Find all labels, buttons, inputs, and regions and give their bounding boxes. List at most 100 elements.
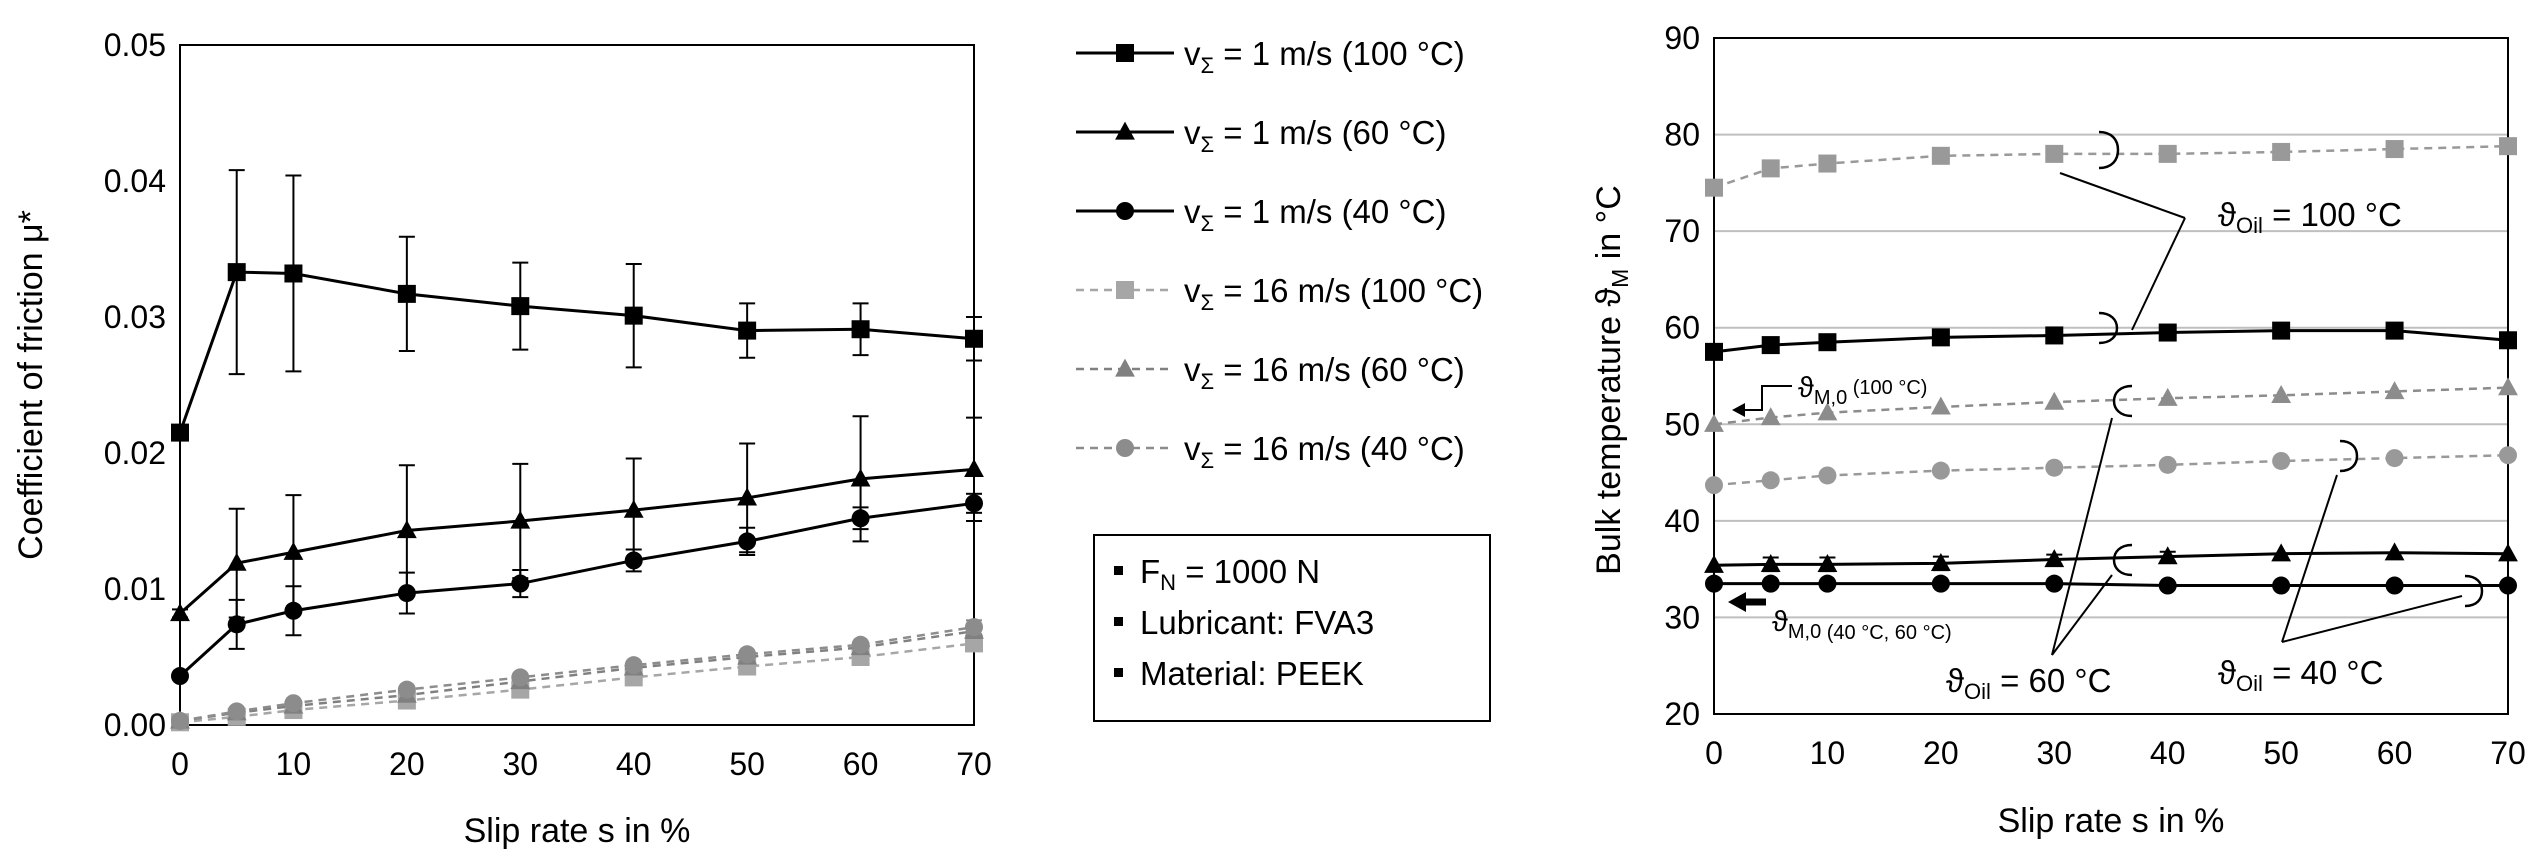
data-point <box>2499 137 2517 156</box>
data-point <box>2045 574 2064 593</box>
data-point <box>1761 471 1780 490</box>
oil-60-annotation: ϑOil = 60 °C <box>1946 384 2133 704</box>
data-point <box>1931 461 1950 480</box>
data-point <box>1705 178 1723 197</box>
data-point <box>2271 543 2292 562</box>
data-point <box>2384 542 2405 561</box>
leader-line <box>2051 574 2113 656</box>
data-point <box>2272 321 2291 340</box>
data-point <box>623 499 644 518</box>
data-point <box>227 702 246 721</box>
data-point <box>738 645 757 664</box>
oil-100-annotation: ϑOil = 100 °C <box>2059 130 2402 345</box>
data-point <box>2385 140 2404 159</box>
data-point <box>737 487 758 506</box>
series-line <box>178 270 975 434</box>
y-tick-label: 0.00 <box>104 707 166 743</box>
data-point <box>2158 323 2177 342</box>
leader-line <box>2051 417 2113 656</box>
leader-line <box>2281 474 2338 643</box>
brace-icon <box>2112 543 2133 577</box>
bullet-icon <box>1114 566 1123 575</box>
legend-marker-icon <box>1116 281 1134 299</box>
y-tick-label: 70 <box>1664 213 1700 249</box>
brace-icon <box>2098 311 2119 345</box>
m0-100-annotation: ϑM,0 (100 °C) <box>1732 372 1927 417</box>
data-point <box>510 510 531 529</box>
data-point <box>227 263 246 282</box>
data-point <box>2385 449 2404 468</box>
y-tick-label: 30 <box>1664 599 1700 635</box>
series-circle-dashed <box>171 618 983 730</box>
series-circle-solid <box>1705 574 2517 595</box>
x-tick-label: 0 <box>171 746 189 782</box>
x-tick-label: 50 <box>729 746 765 782</box>
legend-entry: vΣ = 16 m/s (60 °C) <box>1076 351 1465 394</box>
data-point <box>738 321 757 340</box>
data-point <box>397 584 416 603</box>
x-tick-label: 70 <box>2490 735 2526 771</box>
data-point <box>1705 476 1723 495</box>
brace-icon <box>2339 439 2359 473</box>
data-point <box>2157 546 2178 565</box>
data-point <box>2385 576 2404 595</box>
data-point <box>2272 451 2291 470</box>
x-tick-label: 60 <box>2377 735 2413 771</box>
arrow-icon <box>1732 403 1745 417</box>
temperature-y-axis-label: Bulk temperature ϑM in °C <box>1590 185 1633 575</box>
data-point <box>2045 144 2064 163</box>
data-point <box>1760 553 1781 572</box>
test-conditions-box: FN = 1000 N Lubricant: FVA3 Material: PE… <box>1093 534 1491 722</box>
data-point <box>1760 407 1781 426</box>
data-point <box>284 601 303 620</box>
data-point <box>2499 576 2517 595</box>
temperature-plot-frame <box>1713 37 2509 715</box>
brace-icon <box>2112 384 2133 418</box>
series-triangle-solid <box>1704 542 2518 573</box>
m0-100-label: ϑM,0 (100 °C) <box>1798 372 1927 409</box>
data-point <box>2272 142 2291 161</box>
x-tick-label: 70 <box>956 746 992 782</box>
x-tick-label: 0 <box>1705 735 1723 771</box>
data-point <box>396 520 417 539</box>
data-point <box>2044 391 2065 410</box>
condition-force: FN = 1000 N <box>1140 553 1320 595</box>
data-point <box>2158 455 2177 474</box>
legend-marker-icon <box>1116 439 1134 457</box>
data-point <box>1931 146 1950 165</box>
data-point <box>2271 384 2292 403</box>
legend-marker-icon <box>1116 44 1134 62</box>
data-point <box>1705 342 1723 361</box>
data-point <box>1930 552 1951 571</box>
x-tick-label: 30 <box>2036 735 2072 771</box>
data-point <box>1930 396 1951 415</box>
friction-x-axis-label: Slip rate s in % <box>464 812 691 850</box>
friction-plot-frame <box>179 44 975 726</box>
y-tick-label: 90 <box>1664 20 1700 56</box>
y-tick-label: 0.04 <box>104 163 166 199</box>
oil-60-label: ϑOil = 60 °C <box>1946 662 2111 704</box>
legend-marker-icon <box>1115 358 1135 377</box>
data-point <box>850 468 871 487</box>
data-point <box>1817 402 1838 421</box>
series-square-dashed <box>1705 137 2517 197</box>
legend-entry: vΣ = 16 m/s (40 °C) <box>1076 430 1465 473</box>
data-point <box>171 711 189 730</box>
data-point <box>171 423 189 442</box>
y-tick-label: 50 <box>1664 406 1700 442</box>
legend-label: vΣ = 16 m/s (40 °C) <box>1184 430 1465 473</box>
data-point <box>227 615 246 634</box>
x-tick-label: 10 <box>276 746 312 782</box>
data-point <box>964 458 984 477</box>
data-point <box>170 603 190 622</box>
data-point <box>965 494 983 513</box>
legend-entry: vΣ = 1 m/s (100 °C) <box>1076 35 1465 78</box>
data-point <box>624 656 643 675</box>
data-point <box>624 551 643 570</box>
data-point <box>397 284 416 303</box>
condition-material: Material: PEEK <box>1140 655 1364 692</box>
data-point <box>2045 326 2064 345</box>
series-square-solid <box>171 169 983 442</box>
data-point <box>2272 576 2291 595</box>
